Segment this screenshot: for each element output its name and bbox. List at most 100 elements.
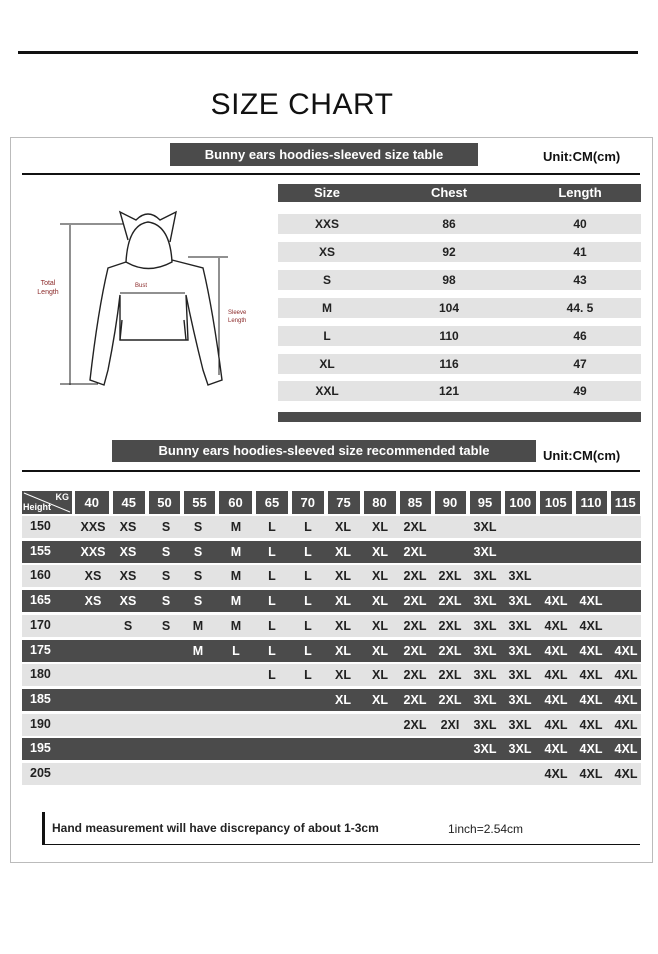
size-table-row: M 104 44. 5 <box>278 297 641 318</box>
length-cell: 40 <box>573 217 587 231</box>
size-cell: 3XL <box>508 569 532 584</box>
size-cell: XS <box>84 569 102 584</box>
size-cell: 3XL <box>473 742 497 757</box>
size-cell: 4XL <box>544 767 568 781</box>
size-cell: 4XL <box>544 717 568 732</box>
size-cell: XXL <box>315 384 339 399</box>
height-cell: 160 <box>30 568 51 583</box>
size-cell: 2XL <box>438 618 462 633</box>
recommended-table-unit: Unit:CM(cm) <box>543 448 621 463</box>
size-cell: XL <box>335 618 351 633</box>
size-table-heading: Bunny ears hoodies-sleeved size table <box>170 143 478 166</box>
chest-cell: 110 <box>439 328 459 343</box>
size-cell: XL <box>372 643 388 658</box>
size-cell: 3XL <box>508 717 532 732</box>
recommended-row: 170 S S M M L L XL XL 2XL 2XL 3XL 3XL 4XL 4XL <box>22 614 641 637</box>
weight-header: 75 <box>327 491 360 514</box>
size-cell: 4XL <box>544 668 568 683</box>
size-cell: XS <box>119 544 137 559</box>
size-cell: 3XL <box>473 569 497 584</box>
size-cell: 4XL <box>614 717 638 732</box>
size-cell: M <box>230 618 242 633</box>
size-cell: 3XL <box>508 668 532 683</box>
size-cell: 3XL <box>473 692 497 707</box>
height-cell: 190 <box>30 716 51 731</box>
size-cell: 3XL <box>473 668 497 683</box>
chest-cell: 104 <box>438 300 460 315</box>
size-table-row: L 110 46 <box>278 325 641 346</box>
size-cell: XL <box>335 569 351 584</box>
length-cell: 47 <box>573 356 587 371</box>
size-cell: XL <box>372 594 388 609</box>
corner-kg-label: KG <box>55 492 70 502</box>
size-cell: 4XL <box>614 692 638 707</box>
size-cell: 2XL <box>403 643 427 658</box>
size-cell: 3XL <box>508 594 532 609</box>
chest-cell: 121 <box>438 384 460 399</box>
column-header-length: Length <box>558 185 602 200</box>
size-cell: 2XI <box>440 717 460 732</box>
size-cell: 4XL <box>579 717 603 732</box>
size-cell: 2XL <box>438 594 462 609</box>
size-cell: XS <box>84 594 102 609</box>
size-cell: M <box>322 300 332 315</box>
size-cell: XXS <box>314 217 339 231</box>
size-cell: 2XL <box>403 668 427 683</box>
size-cell: XXS <box>80 520 106 534</box>
length-cell: 43 <box>573 272 587 287</box>
weight-header: 80 <box>363 491 396 514</box>
size-cell: 2XL <box>438 569 462 584</box>
size-cell: 2XL <box>403 717 427 732</box>
size-cell: 3XL <box>508 618 532 633</box>
size-table-row: XL 116 47 <box>278 353 641 374</box>
weight-header: 70 <box>292 491 324 514</box>
size-cell: S <box>161 544 171 559</box>
size-cell: 4XL <box>544 692 568 707</box>
weight-header: 85 <box>399 491 431 514</box>
size-cell: 4XL <box>544 594 568 609</box>
height-cell: 170 <box>30 617 51 632</box>
weight-header: 90 <box>434 491 466 514</box>
bust-label: Bust <box>135 283 148 289</box>
size-cell: XL <box>335 668 351 683</box>
corner-header: KG Height <box>22 491 72 514</box>
size-cell: 4XL <box>614 767 638 781</box>
height-cell: 180 <box>30 667 51 682</box>
size-cell: S <box>193 594 203 609</box>
size-cell: L <box>304 643 312 658</box>
size-cell: L <box>304 618 312 633</box>
size-cell: 3XL <box>473 520 497 534</box>
weight-header: 105 <box>540 491 572 514</box>
recommended-row: 205 4XL 4XL 4XL <box>22 763 641 785</box>
size-cell: M <box>230 520 242 534</box>
height-cell: 150 <box>30 519 51 533</box>
inch-conversion: 1inch=2.54cm <box>448 822 524 836</box>
size-cell: 4XL <box>579 742 603 757</box>
size-cell: S <box>193 569 203 584</box>
column-header-chest: Chest <box>430 185 468 200</box>
size-cell: 2XL <box>438 668 462 683</box>
weight-header: 50 <box>149 491 180 514</box>
size-cell: S <box>193 520 203 534</box>
size-cell: M <box>230 594 242 609</box>
size-cell: L <box>232 643 240 658</box>
size-cell: S <box>161 594 171 609</box>
size-cell: S <box>161 618 171 633</box>
size-cell: 4XL <box>579 643 603 658</box>
size-cell: XL <box>372 668 388 683</box>
weight-header: 55 <box>184 491 215 514</box>
size-cell: L <box>268 643 276 658</box>
height-cell: 195 <box>30 741 51 756</box>
weight-header: 95 <box>469 491 501 514</box>
weight-header: 60 <box>219 491 252 514</box>
size-cell: XL <box>319 356 335 371</box>
footer-rule <box>42 844 640 845</box>
size-cell: 2XL <box>403 520 427 534</box>
size-table-row: XXL 121 49 <box>278 381 641 402</box>
size-cell: 2XL <box>403 618 427 633</box>
size-table-header-row: Size Chest Length <box>278 184 641 202</box>
size-cell: 2XL <box>403 594 427 609</box>
size-cell: S <box>123 618 133 633</box>
size-table-row: XS 92 41 <box>278 241 641 262</box>
size-cell: 3XL <box>508 643 532 658</box>
